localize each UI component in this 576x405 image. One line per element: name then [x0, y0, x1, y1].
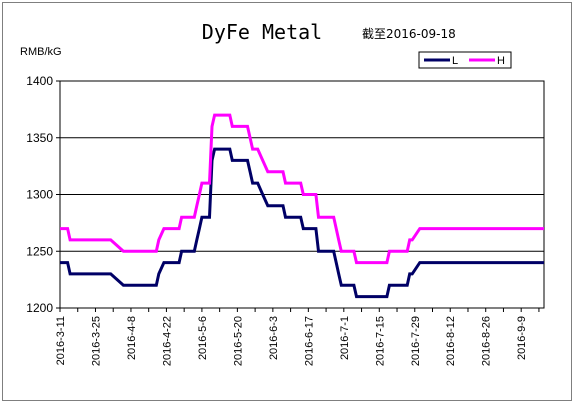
legend: L H — [418, 51, 512, 69]
x-axis: 2016-3-11 2016-3-25 2016-4-8 2016-4-22 2016-… — [55, 308, 540, 366]
y-axis: 1200 1250 1300 1350 1400 — [26, 74, 60, 315]
legend-label-h: H — [497, 55, 505, 67]
y-tick-label: 1250 — [26, 244, 53, 258]
x-tick-label: 2016-4-22 — [161, 316, 173, 366]
x-tick-label: 2016-3-11 — [55, 316, 67, 365]
x-tick-label: 2016-7-1 — [339, 316, 351, 360]
legend-box — [418, 51, 512, 69]
legend-label-l: L — [452, 55, 458, 67]
x-tick-label: 2016-6-3 — [268, 316, 280, 360]
x-tick-label: 2016-9-9 — [516, 316, 528, 360]
chart-title: DyFe Metal — [202, 20, 322, 44]
series-line-h — [60, 113, 544, 265]
series-layer — [60, 113, 544, 299]
y-tick-label: 1200 — [26, 301, 53, 315]
y-tick-label: 1400 — [26, 74, 53, 88]
x-tick-label: 2016-6-17 — [303, 316, 315, 366]
x-tick-label: 2016-8-12 — [445, 316, 457, 366]
y-tick-label: 1300 — [26, 188, 53, 202]
x-tick-label: 2016-5-6 — [197, 316, 209, 360]
y-axis-unit-label: RMB/kG — [20, 46, 62, 58]
series-line-l — [60, 147, 544, 299]
x-tick-label: 2016-8-26 — [481, 316, 493, 366]
chart-subtitle: 截至2016-09-18 — [362, 27, 456, 41]
y-tick-label: 1350 — [26, 131, 53, 145]
x-tick-label: 2016-3-25 — [90, 316, 102, 366]
x-tick-label: 2016-4-8 — [126, 316, 138, 360]
x-tick-label: 2016-7-15 — [374, 316, 386, 366]
x-tick-label: 2016-5-20 — [232, 316, 244, 366]
x-tick-label: 2016-7-29 — [410, 316, 422, 366]
